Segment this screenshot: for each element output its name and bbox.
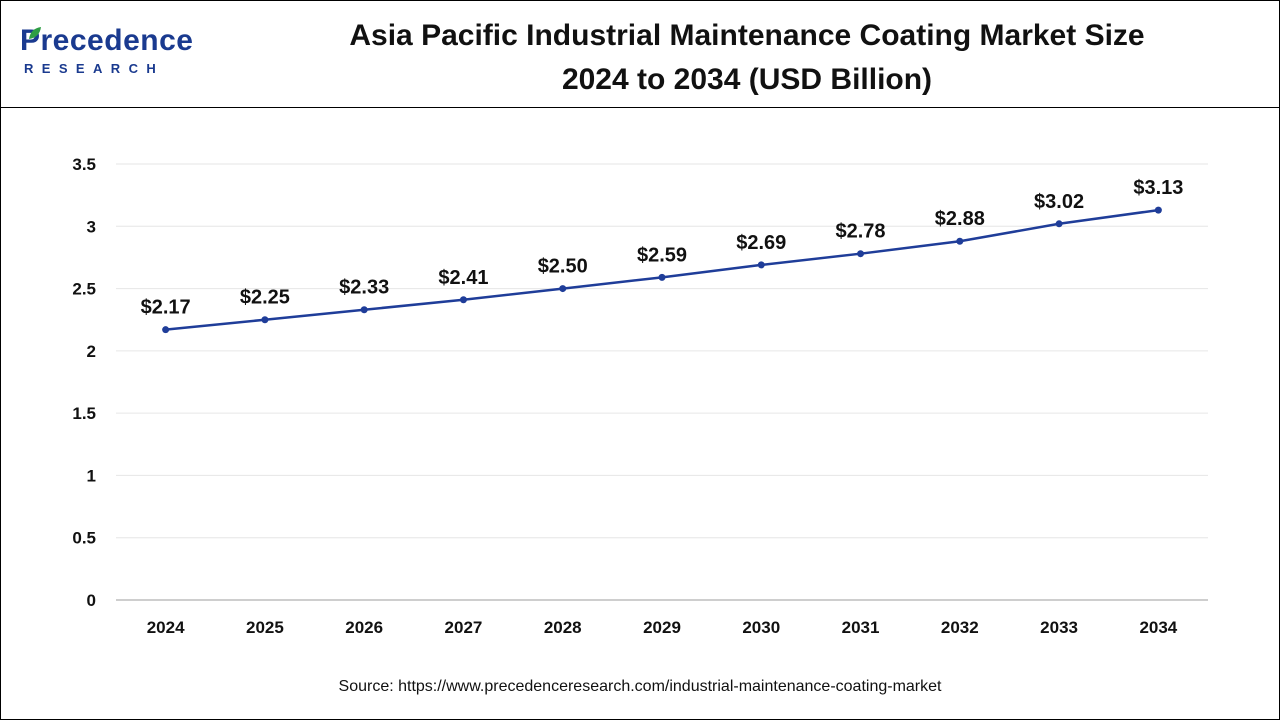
chart-title-line1: Asia Pacific Industrial Maintenance Coat… — [349, 19, 1145, 52]
data-label: $2.17 — [141, 297, 191, 319]
data-point — [261, 316, 269, 324]
data-label: $2.50 — [538, 256, 588, 278]
x-tick-label: 2034 — [1139, 618, 1177, 637]
y-tick-label: 1.5 — [72, 404, 96, 423]
source-note: Source: https://www.precedenceresearch.c… — [338, 678, 942, 695]
data-label: $2.78 — [836, 221, 886, 243]
brand-logo: Precedence RESEARCH — [20, 24, 220, 84]
data-point — [360, 306, 368, 314]
data-point — [857, 250, 865, 258]
header: Precedence RESEARCH Asia Pacific Industr… — [0, 0, 1280, 108]
brand-name: Precedence — [20, 24, 194, 57]
leaf-icon — [29, 27, 41, 39]
data-point — [459, 296, 467, 304]
x-tick-label: 2027 — [445, 618, 483, 637]
data-point — [559, 285, 567, 293]
x-tick-label: 2031 — [842, 618, 880, 637]
data-label: $2.25 — [240, 287, 290, 309]
data-point — [658, 273, 666, 281]
data-point — [956, 237, 964, 245]
data-label: $2.69 — [736, 232, 786, 254]
data-label: $2.33 — [339, 277, 389, 299]
data-label: $2.59 — [637, 244, 687, 266]
y-tick-label: 2.5 — [72, 280, 96, 299]
x-tick-label: 2030 — [742, 618, 780, 637]
x-tick-label: 2029 — [643, 618, 681, 637]
data-label: $2.88 — [935, 208, 985, 230]
series-line — [165, 208, 1159, 331]
x-tick-label: 2032 — [941, 618, 979, 637]
y-tick-label: 3 — [87, 217, 96, 236]
x-tick-label: 2024 — [147, 618, 185, 637]
x-tick-label: 2025 — [246, 618, 284, 637]
y-tick-label: 0.5 — [72, 529, 96, 548]
y-tick-label: 2 — [87, 342, 96, 361]
y-tick-label: 3.5 — [72, 155, 96, 174]
x-tick-label: 2028 — [544, 618, 582, 637]
x-tick-label: 2026 — [345, 618, 383, 637]
data-label: $3.13 — [1133, 177, 1183, 199]
data-point — [1055, 220, 1063, 228]
y-tick-label: 0 — [87, 591, 96, 610]
data-point — [757, 261, 765, 269]
x-tick-label: 2033 — [1040, 618, 1078, 637]
data-label: $3.02 — [1034, 191, 1084, 213]
chart-title: Asia Pacific Industrial Maintenance Coat… — [250, 14, 1244, 102]
data-point — [162, 326, 170, 334]
data-point — [1154, 206, 1162, 214]
line-chart: 0 0.5 1 1.5 2 2.5 3 3.5 2024 2025 2026 2027 2028 2029… — [72, 155, 1208, 637]
brand-sub: RESEARCH — [24, 61, 165, 76]
y-tick-label: 1 — [87, 466, 96, 485]
chart-title-line2: 2024 to 2034 (USD Billion) — [561, 63, 933, 96]
data-label: $2.41 — [438, 267, 488, 289]
